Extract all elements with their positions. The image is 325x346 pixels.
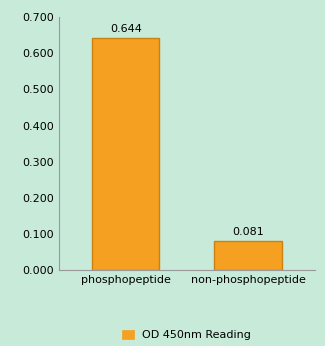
Bar	[92, 37, 159, 270]
Bar	[214, 241, 282, 270]
Text: 0.081: 0.081	[232, 227, 264, 237]
Legend: OD 450nm Reading: OD 450nm Reading	[123, 330, 251, 340]
Text: 0.644: 0.644	[110, 24, 142, 34]
